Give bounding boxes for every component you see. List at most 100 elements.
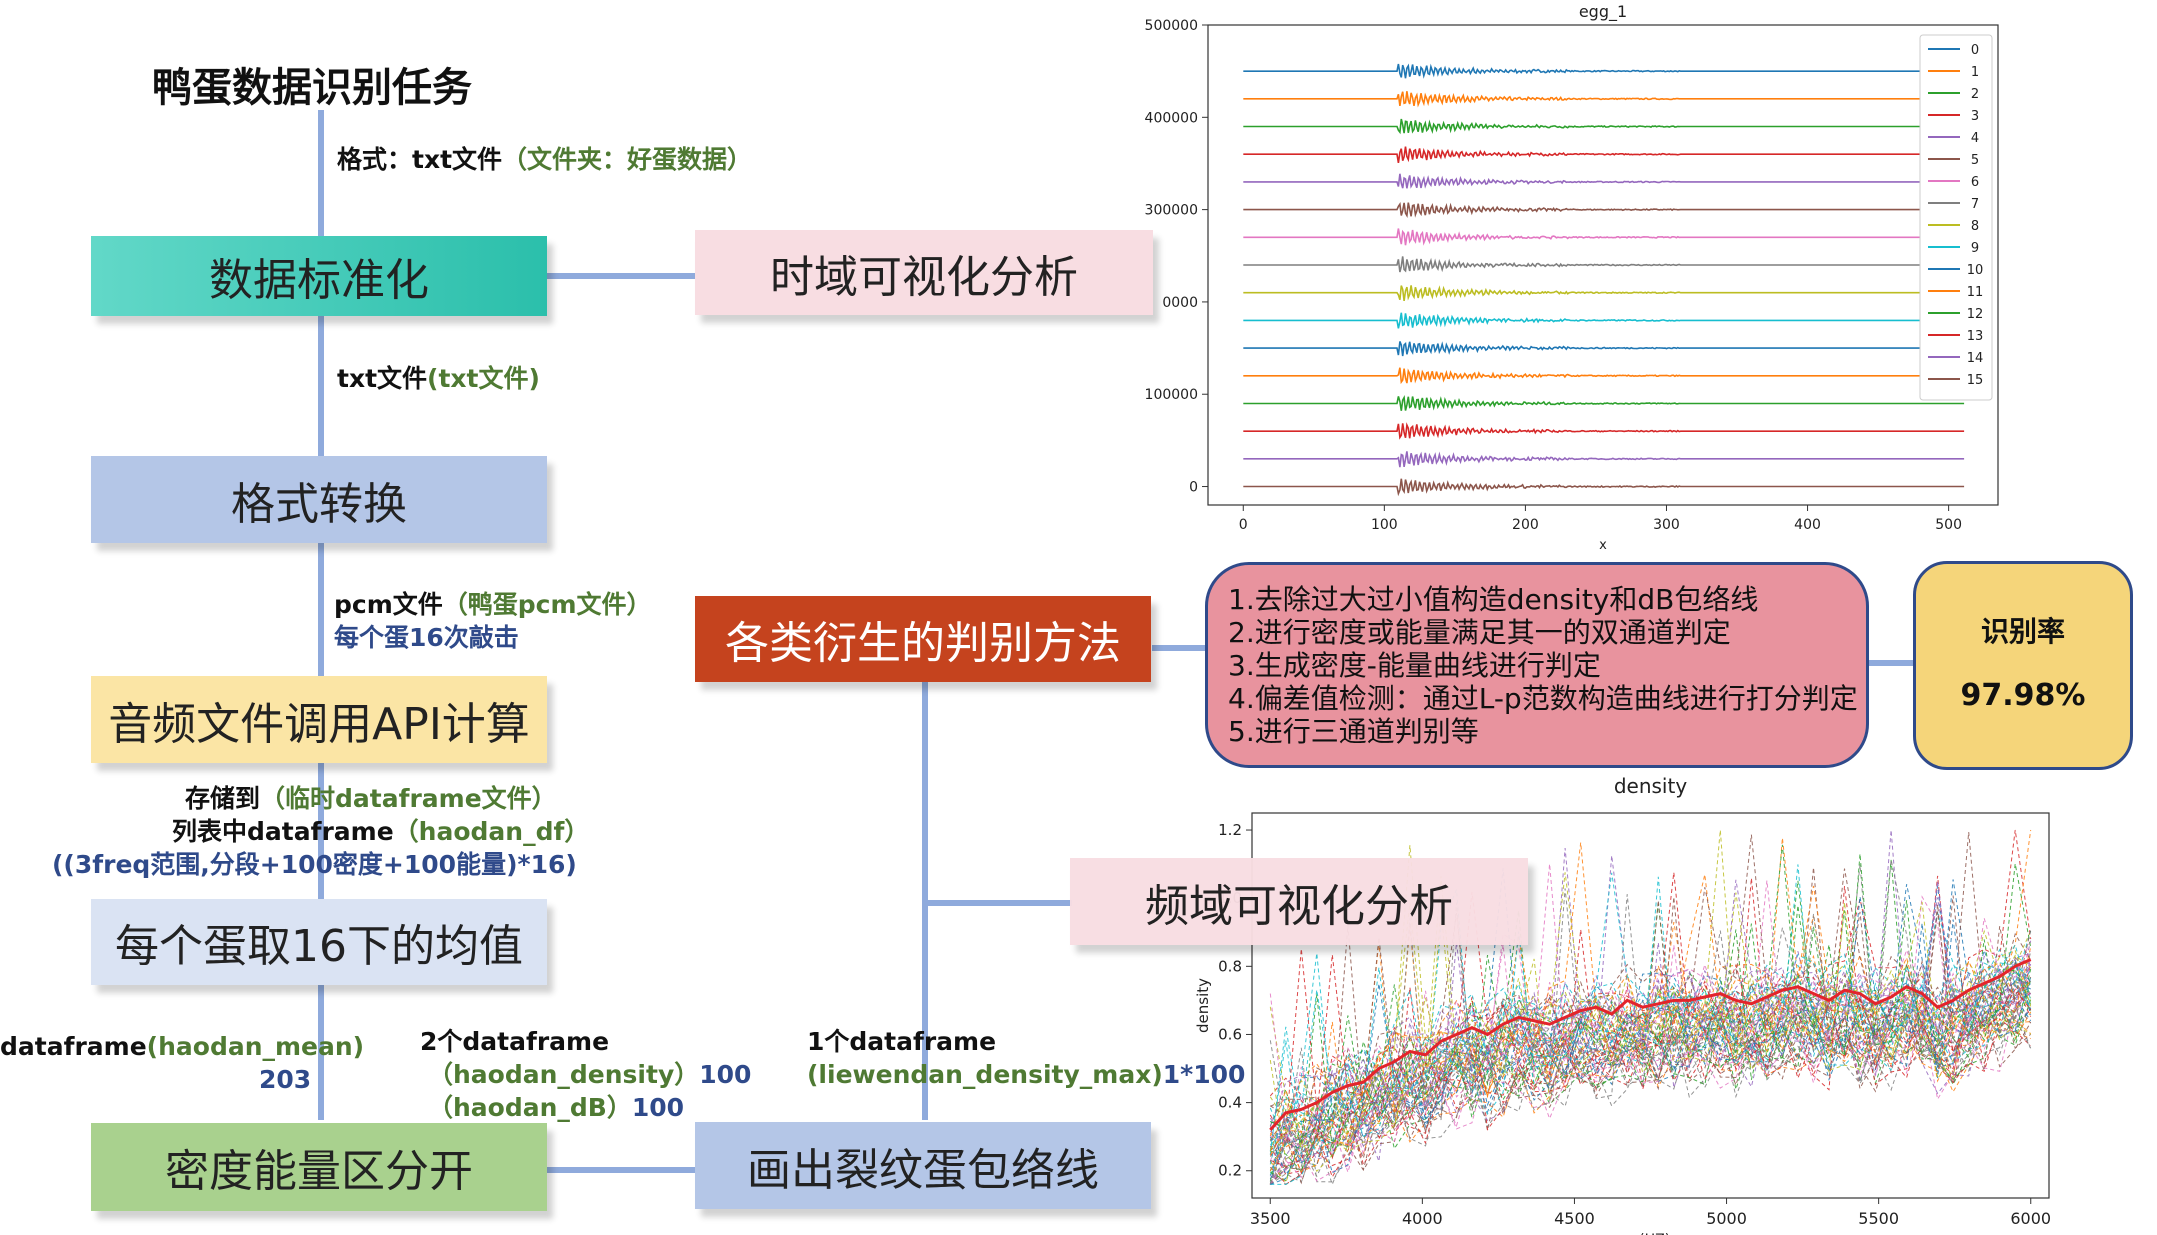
y-tick-label: 0.8	[1218, 957, 1242, 975]
x-tick-label: 400	[1794, 517, 1821, 533]
store-label: 存储到（临时dataframe文件）	[185, 782, 557, 815]
mean-count-label: 203	[259, 1065, 312, 1094]
connector-branch-freq	[922, 900, 1072, 906]
db-df-count: 100	[631, 1093, 685, 1122]
chart-title: density	[1614, 774, 1687, 798]
legend-label: 2	[1971, 87, 1979, 102]
x-tick-label: 100	[1371, 517, 1398, 533]
dashed-series-line	[1269, 913, 2032, 1185]
list-label-main: 列表中dataframe	[172, 817, 394, 846]
range-label: ((3freq范围,分段+100密度+100能量)*16)	[52, 850, 577, 879]
step-3: 3.生成密度-能量曲线进行判定	[1228, 649, 1601, 682]
dashed-series-line	[1269, 942, 2032, 1185]
rate-value: 97.98%	[1960, 678, 2086, 713]
dashed-series-line	[1269, 878, 2032, 1186]
connector-methods-steps	[1152, 645, 1208, 651]
density-df-name: （haodan_density）	[428, 1060, 700, 1089]
series-line-8	[1243, 285, 1965, 302]
legend-label: 8	[1971, 219, 1979, 234]
series-line-4	[1243, 173, 1965, 189]
x-tick-label: 0	[1239, 517, 1248, 533]
dashed-series-line	[1270, 834, 2032, 1145]
dashed-series-line	[1270, 879, 2032, 1143]
rate-box: 识别率 97.98%	[1913, 561, 2133, 770]
legend-label: 13	[1967, 329, 1984, 344]
x-axis-label: x	[1599, 538, 1607, 553]
dashed-series-line	[1269, 911, 2032, 1185]
mean-df-label-main: dataframe	[0, 1032, 147, 1061]
step-5: 5.进行三通道判别等	[1228, 715, 1479, 748]
store-label-paren: （临时dataframe文件）	[260, 784, 557, 813]
legend-label: 0	[1971, 43, 1979, 58]
x-tick-label: 4500	[1554, 1209, 1595, 1228]
dashed-series-line	[1270, 1004, 2032, 1186]
list-label-paren: （haodan_df）	[393, 817, 590, 846]
series-line-9	[1243, 312, 1965, 329]
legend-label: 10	[1967, 263, 1984, 278]
dashed-series-line	[1269, 829, 2032, 1139]
dashed-series-line	[1269, 872, 2032, 1165]
max-df-label: (liewendan_density_max)1*100	[807, 1058, 1245, 1091]
x-tick-label: 300	[1653, 517, 1680, 533]
x-tick-label: 5500	[1858, 1209, 1899, 1228]
page-title: 鸭蛋数据识别任务	[152, 65, 472, 111]
one-df-label: 1个dataframe	[807, 1027, 997, 1056]
freq-vis-box: 频域可视化分析	[1070, 858, 1528, 945]
txt-label-main: txt文件	[337, 364, 428, 393]
db-df-label: （haodan_dB）100	[428, 1091, 684, 1124]
legend-label: 6	[1971, 175, 1979, 190]
dashed-series-line	[1269, 904, 2032, 1186]
pcm-label-paren: （鸭蛋pcm文件）	[442, 590, 652, 619]
legend-label: 4	[1971, 131, 1979, 146]
dashed-series-line	[1269, 902, 2031, 1184]
series-line-0	[1243, 63, 1965, 79]
series-line-10	[1243, 341, 1965, 357]
dashed-series-line	[1269, 910, 2032, 1171]
x-tick-label: 200	[1512, 517, 1539, 533]
x-axis-label: x(HZ)	[1631, 1232, 1670, 1235]
y-tick-label: 0000	[1162, 295, 1198, 311]
y-tick-label: 300000	[1145, 203, 1198, 219]
two-df-label: 2个dataframe	[420, 1027, 610, 1056]
dashed-series-line	[1269, 879, 2031, 1180]
dashed-series-line	[1269, 859, 2032, 1168]
dashed-series-line	[1270, 931, 2032, 1185]
series-line-3	[1243, 146, 1965, 164]
series-line-15	[1243, 478, 1965, 497]
y-tick-label: 0.2	[1218, 1162, 1242, 1180]
dashed-series-line	[1269, 867, 2032, 1185]
dashed-series-line	[1270, 932, 2032, 1119]
y-tick-label: 1.2	[1218, 821, 1242, 839]
series-line-12	[1243, 395, 1965, 411]
rate-label: 识别率	[1980, 615, 2065, 648]
legend-label: 7	[1971, 197, 1979, 212]
envelope-box: 画出裂纹蛋包络线	[695, 1122, 1151, 1209]
separate-box: 密度能量区分开	[91, 1123, 547, 1211]
format-label: 格式：txt文件（文件夹：好蛋数据）	[337, 143, 752, 176]
max-df-count: 1*100	[1162, 1060, 1246, 1089]
pcm-knock-label: 每个蛋16次敲击	[334, 623, 519, 652]
y-tick-label: 0.6	[1218, 1025, 1242, 1043]
step-4: 4.偏差值检测：通过L-p范数构造曲线进行打分判定	[1228, 682, 1858, 715]
dashed-series-line	[1269, 895, 2032, 1185]
dashed-series-line	[1269, 910, 2031, 1185]
legend-label: 14	[1967, 351, 1984, 366]
series-line-1	[1243, 91, 1965, 108]
series-line-14	[1243, 451, 1965, 468]
steps-box: 1.去除过大过小值构造density和dB包络线 2.进行密度或能量满足其一的双…	[1205, 562, 1869, 768]
convert-box: 格式转换	[91, 456, 547, 543]
dashed-series-line	[1269, 886, 2032, 1185]
txt-label-paren: (txt文件)	[427, 364, 540, 393]
dashed-series-line	[1269, 990, 2032, 1185]
time-vis-box: 时域可视化分析	[695, 230, 1153, 315]
mean-df-label: dataframe(haodan_mean)	[0, 1030, 364, 1063]
connector-standardize-time	[545, 273, 698, 279]
step-1: 1.去除过大过小值构造density和dB包络线	[1228, 583, 1759, 616]
list-label: 列表中dataframe（haodan_df）	[172, 815, 589, 848]
standardize-box: 数据标准化	[91, 236, 547, 316]
series-line-11	[1243, 367, 1965, 385]
legend-label: 9	[1971, 241, 1979, 256]
dashed-series-line	[1269, 831, 2032, 1169]
x-tick-label: 6000	[2010, 1209, 2051, 1228]
legend-box	[1919, 34, 1993, 401]
